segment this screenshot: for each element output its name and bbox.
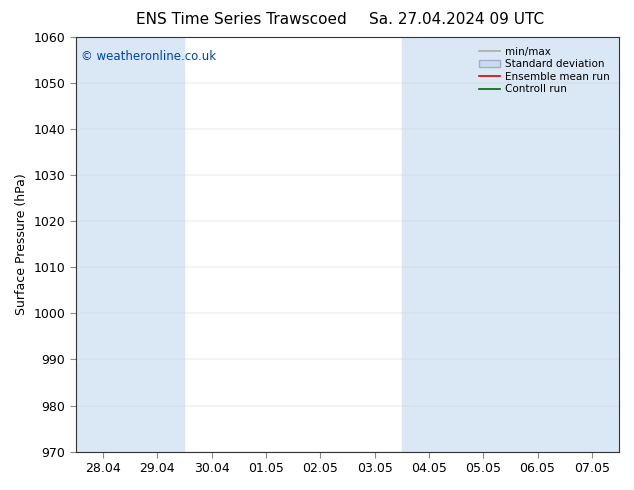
Legend: min/max, Standard deviation, Ensemble mean run, Controll run: min/max, Standard deviation, Ensemble me… xyxy=(475,42,614,98)
Text: Sa. 27.04.2024 09 UTC: Sa. 27.04.2024 09 UTC xyxy=(369,12,544,27)
Bar xyxy=(402,37,510,452)
Bar xyxy=(510,37,565,452)
Text: ENS Time Series Trawscoed: ENS Time Series Trawscoed xyxy=(136,12,346,27)
Bar xyxy=(76,37,184,452)
Bar xyxy=(565,37,619,452)
Text: © weatheronline.co.uk: © weatheronline.co.uk xyxy=(81,49,216,63)
Y-axis label: Surface Pressure (hPa): Surface Pressure (hPa) xyxy=(15,173,28,315)
